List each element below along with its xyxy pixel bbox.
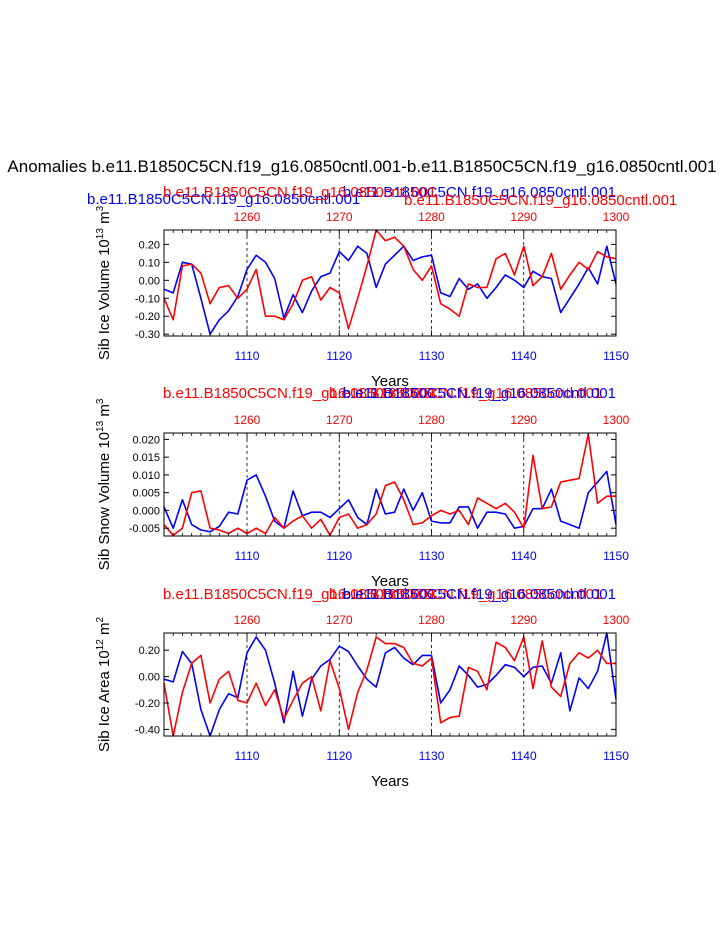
panel-blue-case-title: b.e11.B1850C5CN.f19_g16.0850cntl.001: [343, 385, 616, 402]
chart-panel-1: -0.30 -0.20 -0.10 0.00 0.10 0.20 1110 1120 1130 1…: [95, 205, 630, 390]
x-tick-label-bottom: 1150: [603, 349, 629, 363]
y-axis-title-superscript: 13: [95, 420, 106, 432]
y-tick-label: 0.000: [132, 505, 160, 517]
header-red-case-right: b.e11.B1850C5CN.f19_g16.0850cntl.001: [404, 192, 677, 209]
y-tick-label: -0.30: [135, 329, 160, 341]
x-tick-label-bottom: 1140: [511, 749, 537, 763]
y-tick-label: 0.015: [132, 452, 160, 464]
x-tick-label-top: 1280: [418, 210, 445, 224]
header-red-case-left: b.e11.B1850C5CN.f19_g16.0850cntl.001: [163, 184, 436, 201]
x-tick-label-bottom: 1130: [419, 549, 445, 563]
x-tick-label-bottom: 1150: [603, 749, 629, 763]
y-tick-label: -0.10: [135, 293, 160, 305]
red-series-line: [163, 433, 616, 537]
main-title: Anomalies b.e11.B1850C5CN.f19_g16.0850cn…: [7, 157, 716, 176]
x-tick-label-bottom: 1130: [419, 749, 445, 763]
x-tick-label-bottom: 1130: [419, 349, 445, 363]
y-tick-label: 0.00: [139, 275, 160, 287]
x-tick-label-top: 1300: [603, 613, 630, 627]
panel-red-case-title-overlap: b.e11.B1850C5CN.f19_g16.0850cntl.001: [329, 586, 602, 603]
chart-panel-3: b.e11.B1850C5CN.f19_g16.0850cntl.001b.e1…: [95, 586, 630, 790]
x-tick-label-top: 1280: [418, 613, 445, 627]
x-axis-title: Years: [371, 373, 409, 390]
y-axis-title-superscript: 3: [95, 205, 106, 211]
panel-red-case-title-overlap: b.e11.B1850C5CN.f19_g16.0850cntl.001: [329, 385, 602, 402]
x-tick-label-top: 1280: [418, 413, 445, 427]
y-axis-title-superscript: 13: [95, 228, 106, 240]
x-tick-label-top: 1300: [603, 210, 630, 224]
x-tick-label-bottom: 1120: [326, 749, 352, 763]
panel-red-case-title: b.e11.B1850C5CN.f19_g16.0850cntl.001: [163, 385, 436, 402]
y-axis-title-part: Sib Ice Area 10: [96, 650, 113, 752]
y-tick-label: 0.010: [132, 470, 160, 482]
panel-blue-case-title: b.e11.B1850C5CN.f19_g16.0850cntl.001: [343, 586, 616, 603]
y-tick-label: 0.10: [139, 257, 160, 269]
y-axis-title: Sib Snow Volume 1013 m3: [95, 398, 113, 570]
y-axis-title: Sib Ice Area 1012 m2: [95, 617, 113, 753]
x-tick-label-bottom: 1140: [511, 549, 537, 563]
blue-series-line: [163, 470, 617, 533]
y-axis-title: Sib Ice Volume 1013 m3: [95, 205, 113, 360]
y-tick-label: -0.20: [135, 311, 160, 323]
x-tick-label-bottom: 1110: [235, 749, 260, 763]
x-tick-label-bottom: 1110: [235, 549, 260, 563]
y-tick-label: -0.20: [135, 698, 160, 710]
chart-panel-2: b.e11.B1850C5CN.f19_g16.0850cntl.001b.e1…: [95, 385, 630, 590]
y-axis-title-superscript: 2: [95, 617, 106, 623]
x-tick-label-top: 1270: [326, 613, 353, 627]
y-axis-title-part: m: [96, 623, 113, 640]
y-tick-label: 0.005: [132, 488, 160, 500]
x-axis-title: Years: [371, 573, 409, 590]
x-tick-label-top: 1290: [510, 210, 537, 224]
x-tick-label-top: 1290: [510, 613, 537, 627]
red-series-line: [163, 229, 617, 330]
x-tick-label-top: 1260: [234, 210, 261, 224]
y-tick-label: -0.40: [135, 724, 160, 736]
panels: -0.30 -0.20 -0.10 0.00 0.10 0.20 1110 1120 1130 1…: [95, 205, 630, 790]
plot-frame: [163, 229, 617, 337]
plot-frame: [163, 432, 617, 537]
y-axis-title-part: Sib Snow Volume 10: [96, 432, 113, 570]
y-tick-label: 0.020: [132, 434, 160, 446]
y-tick-label: -0.005: [129, 523, 160, 535]
x-tick-label-top: 1270: [326, 210, 353, 224]
x-tick-label-top: 1290: [510, 413, 537, 427]
blue-series-line: [163, 632, 617, 737]
x-tick-label-top: 1270: [326, 413, 353, 427]
y-tick-label: 0.00: [139, 672, 160, 684]
x-tick-label-bottom: 1120: [326, 349, 352, 363]
x-axis-title: Years: [371, 773, 409, 790]
y-axis-title-part: m: [96, 211, 113, 228]
x-tick-label-top: 1260: [234, 613, 261, 627]
x-tick-label-bottom: 1110: [235, 349, 260, 363]
header-blue-case-right: b.e11.B1850C5CN.f19_g16.0850cntl.001: [343, 184, 616, 201]
y-axis-title-superscript: 3: [95, 398, 106, 404]
y-tick-label: 0.20: [139, 239, 160, 251]
x-tick-label-bottom: 1150: [603, 549, 629, 563]
x-tick-label-top: 1260: [234, 413, 261, 427]
y-tick-label: 0.20: [139, 645, 160, 657]
red-series-line: [163, 636, 616, 737]
x-tick-label-top: 1300: [603, 413, 630, 427]
header-blue-case-left: b.e11.B1850C5CN.f19_g16.0850cntl.001: [87, 191, 360, 208]
y-axis-title-superscript: 12: [95, 639, 106, 651]
y-axis-title-part: Sib Ice Volume 10: [96, 239, 113, 360]
x-tick-label-bottom: 1120: [326, 549, 352, 563]
panel-red-case-title: b.e11.B1850C5CN.f19_g16.0850cntl.001: [163, 586, 436, 603]
y-axis-title-part: m: [96, 404, 113, 421]
x-tick-label-bottom: 1140: [511, 349, 537, 363]
plot-frame: [163, 632, 617, 737]
blue-series-line: [163, 245, 617, 336]
